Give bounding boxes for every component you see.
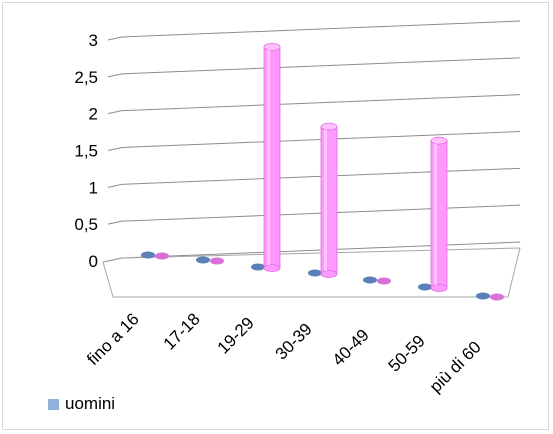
gridline-side <box>107 110 123 115</box>
x-category-label: 50-59 <box>385 331 429 375</box>
chart-floor <box>102 247 521 298</box>
x-category-label: 17-18 <box>160 309 204 353</box>
gridline <box>121 57 521 75</box>
bar-uomini <box>251 263 265 271</box>
bar-series2-top <box>320 122 338 131</box>
y-tick-label: 0,5 <box>74 215 98 234</box>
x-category-label: 30-39 <box>272 319 316 363</box>
bar-uomini <box>308 269 322 277</box>
gridline-side <box>107 183 123 188</box>
x-category-label: più di 60 <box>426 337 485 396</box>
bar-series2 <box>377 277 391 285</box>
bar-series2 <box>210 257 224 265</box>
bar-series2-highlight <box>324 129 327 271</box>
bar-series2-highlight <box>434 143 437 285</box>
bar-uomini <box>363 276 377 284</box>
bar-uomini <box>196 256 210 264</box>
x-category-label: 40-49 <box>329 325 373 369</box>
gridline-side <box>107 73 123 78</box>
bar-series2 <box>263 46 281 269</box>
bar-series2 <box>430 140 448 289</box>
gridline-side <box>107 220 123 225</box>
bar-series2 <box>320 126 338 275</box>
bar-series2-base <box>430 284 448 292</box>
y-tick-label: 2,5 <box>74 68 98 87</box>
bar-uomini <box>476 292 490 300</box>
gridline <box>121 20 521 38</box>
bar-series2-base <box>263 264 281 272</box>
bar-series2-top <box>430 136 448 145</box>
x-category-label: 19-29 <box>214 313 258 357</box>
y-tick-label: 1 <box>89 178 98 197</box>
gridline-side <box>107 36 123 41</box>
y-tick-label: 0 <box>89 252 98 271</box>
y-tick-label: 1,5 <box>74 142 98 161</box>
bar-series2-base <box>320 270 338 278</box>
bar-series2 <box>155 252 169 260</box>
y-tick-label: 2 <box>89 105 98 124</box>
legend-label-uomini: uomini <box>65 394 116 413</box>
gridline-side <box>107 147 123 151</box>
bar-series2 <box>490 293 504 301</box>
bar-uomini <box>418 283 432 291</box>
legend: uomini <box>48 394 115 414</box>
legend-swatch-uomini <box>48 398 59 410</box>
bar-series2-top <box>263 43 281 51</box>
y-tick-label: 3 <box>89 31 98 50</box>
bar-series2-highlight <box>267 50 270 265</box>
gridline <box>121 94 521 112</box>
bar-uomini <box>141 251 155 259</box>
x-category-label: fino a 16 <box>83 309 143 369</box>
